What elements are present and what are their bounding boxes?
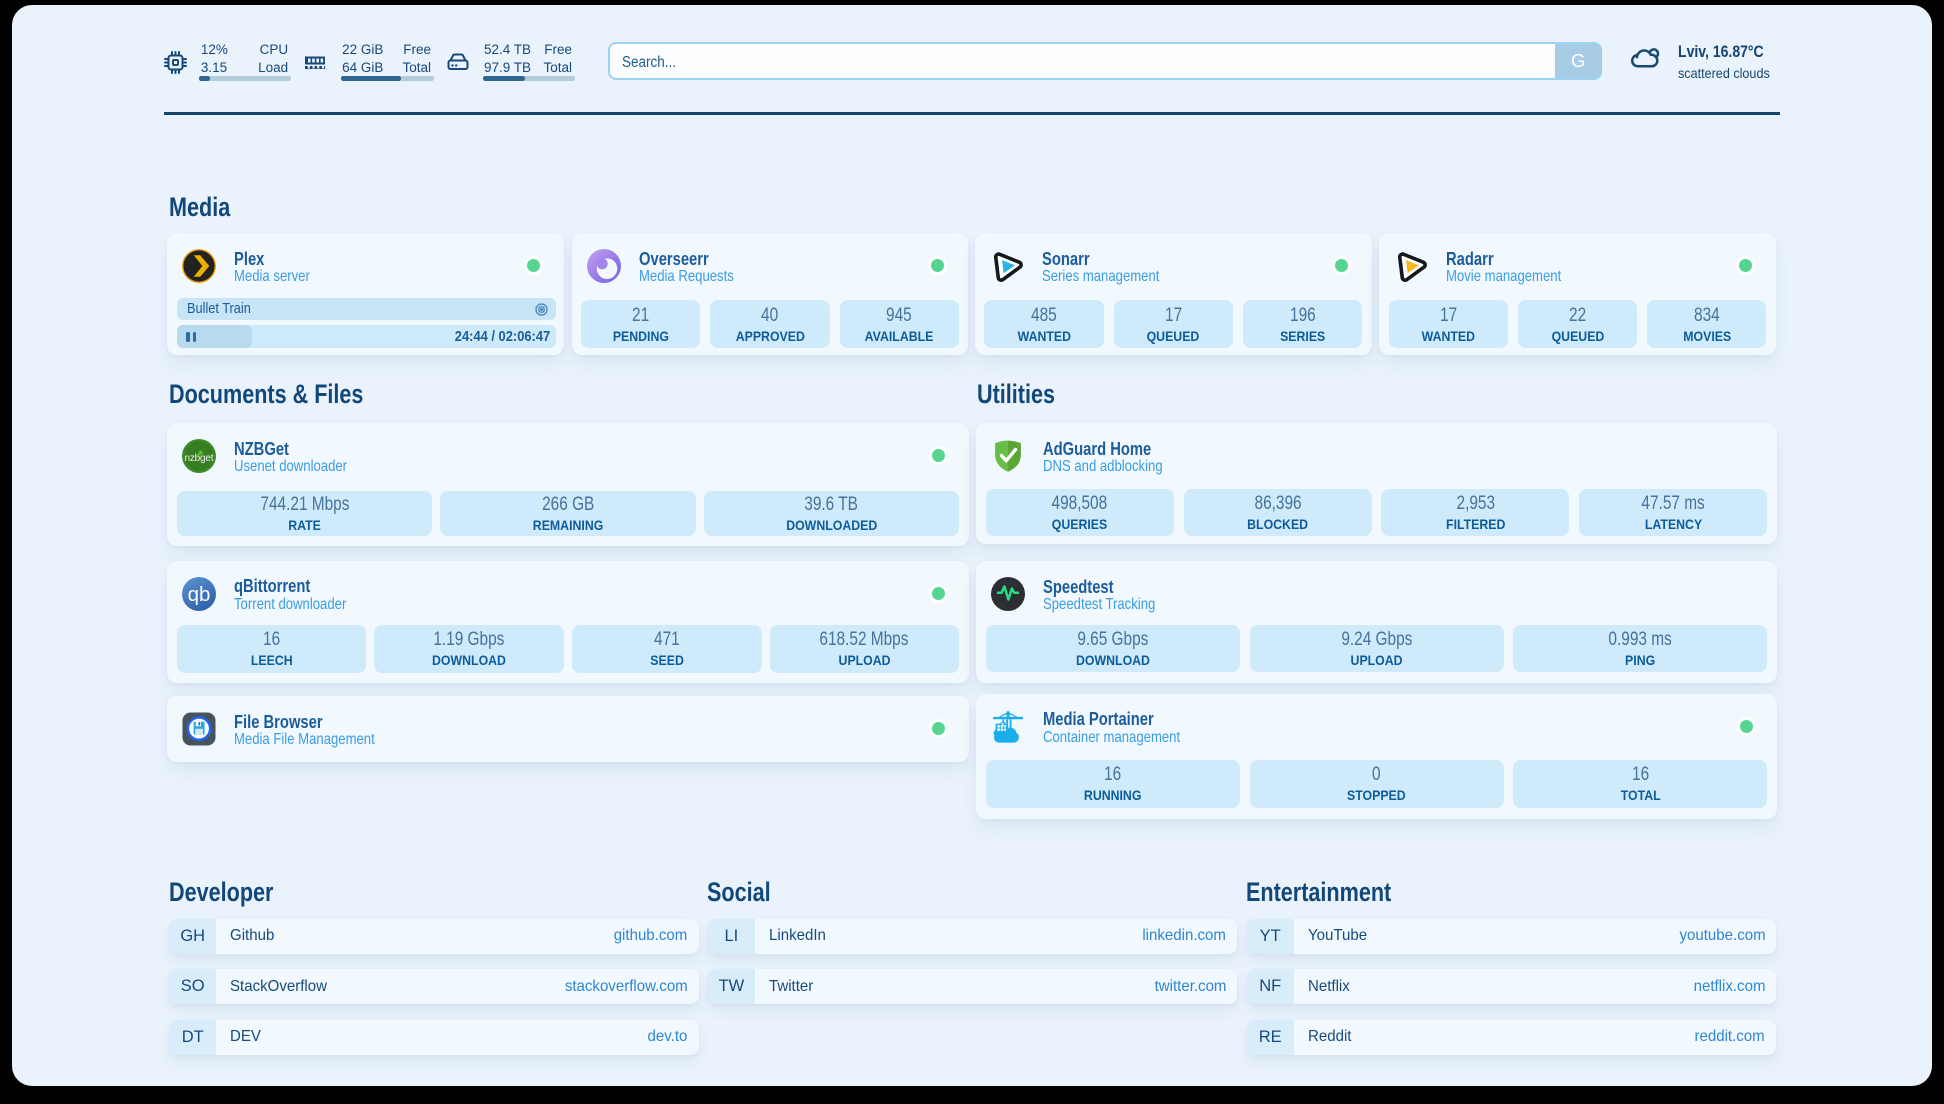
svg-text:nzbget: nzbget [185, 453, 214, 464]
svg-text:qb: qb [188, 582, 211, 605]
